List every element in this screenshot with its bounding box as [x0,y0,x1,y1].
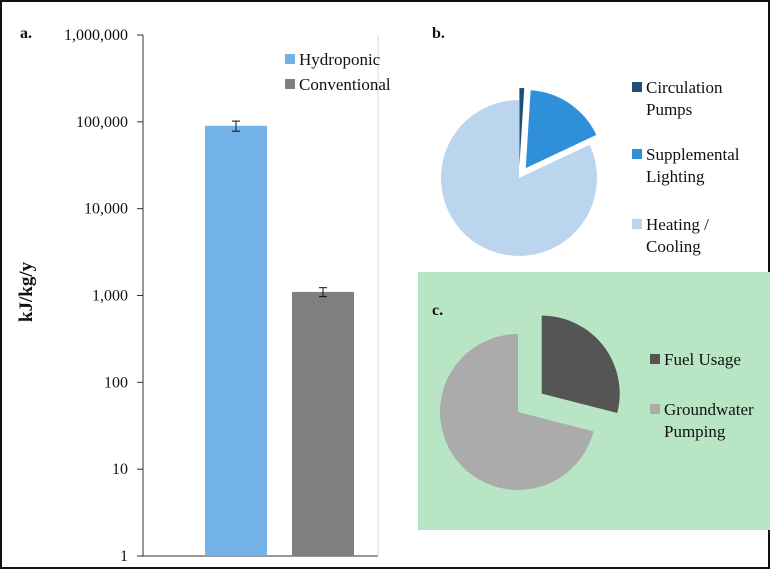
pie-slice-circulation-pumps [519,88,525,167]
panel-c-legend: Fuel Usage Groundwater Pumping [650,350,754,441]
panel-a-legend: Hydroponic Conventional [285,50,391,94]
pie-slice-groundwater-pumping [440,334,594,491]
legend-swatch-conventional [285,79,295,89]
error-bar-conventional [319,287,327,298]
legend-swatch-supplemental-lighting [632,149,642,159]
bar-hydroponic [205,125,267,556]
legend-label-circulation-pumps: Circulation Pumps [646,78,723,119]
y-axis-title: kJ/kg/y [16,261,37,322]
y-tick-label: 10,000 [84,201,128,218]
panel-b-legend: Circulation Pumps Supplemental Lighting Heat… [632,78,740,256]
panel-c-slices [440,315,620,491]
legend-swatch-groundwater-pumping [650,404,660,414]
y-tick-label: 1,000 [92,288,128,305]
legend-swatch-hydroponic [285,54,295,64]
panel-b-pie-chart: b. Circulation Pumps Supplemental Lighting H… [432,25,740,257]
pie-slice-heating-cooling [441,100,597,257]
error-bar-hydroponic [232,120,240,132]
legend-swatch-heating-cooling [632,219,642,229]
legend-label-supplemental-lighting: Supplemental Lighting [646,145,740,186]
panel-c-pie-chart: c. Fuel Usage Groundwater Pumping [432,302,754,491]
legend-label-groundwater-pumping: Groundwater Pumping [664,400,754,441]
panel-b-label: b. [432,25,445,42]
legend-label-conventional: Conventional [299,75,391,94]
legend-label-fuel-usage: Fuel Usage [664,350,741,369]
y-tick-label: 100 [104,374,128,391]
y-ticks: 1 10 100 1,000 10,000 100,000 1,000,000 [64,27,143,565]
legend-label-heating-cooling: Heating / Cooling [646,215,709,256]
legend-swatch-fuel-usage [650,354,660,364]
pie-slice-supplemental-lighting [525,90,597,169]
panel-a-bar-chart: a. kJ/kg/y 1 10 100 1,000 10,000 100,000 1,000… [16,25,391,565]
bars [205,120,354,556]
panel-b-slices [441,88,597,257]
legend-label-hydroponic: Hydroponic [299,50,381,69]
y-tick-label: 100,000 [76,114,128,131]
pie-slice-fuel-usage [541,315,620,414]
panel-c-label: c. [432,302,443,319]
y-tick-label: 1 [120,548,128,565]
legend-swatch-circulation-pumps [632,82,642,92]
y-tick-label: 1,000,000 [64,27,128,44]
panel-a-label: a. [20,25,32,42]
bar-conventional [292,291,354,556]
y-tick-label: 10 [112,461,128,478]
